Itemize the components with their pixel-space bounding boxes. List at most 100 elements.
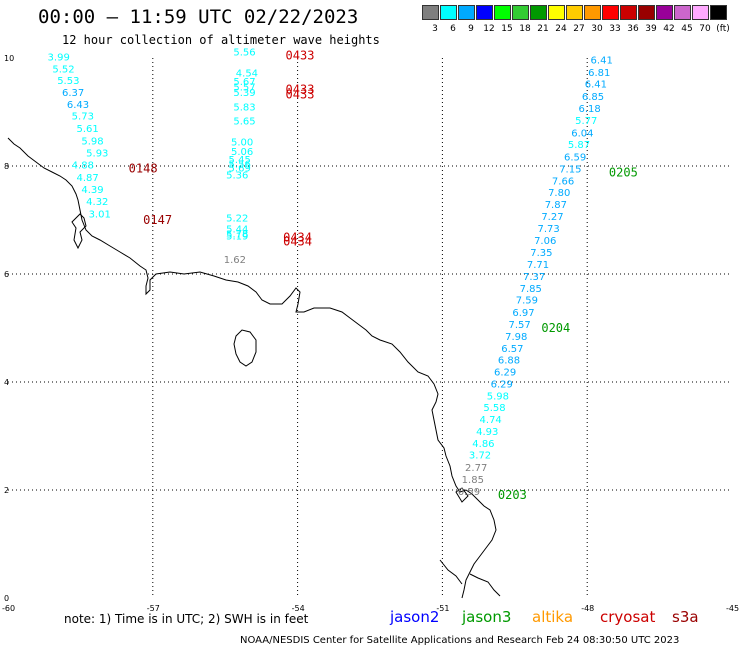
wave-height-label: 4.32 — [86, 197, 108, 208]
y-tick-label: 6 — [4, 270, 9, 279]
wave-height-label: 7.27 — [541, 212, 563, 223]
wave-height-label: 7.57 — [508, 320, 530, 331]
wave-height-label: 7.80 — [548, 188, 570, 199]
wave-height-values: 3.995.525.536.376.435.735.615.985.934.88… — [48, 47, 613, 498]
wave-height-label: 6.59 — [564, 153, 586, 164]
coastline — [7, 137, 501, 599]
wave-height-label: 5.73 — [72, 112, 94, 123]
scale-swatch — [692, 5, 709, 20]
wave-height-label: 5.06 — [231, 147, 253, 158]
wave-height-label: 6.57 — [501, 344, 523, 355]
orbit-number-label: 0148 — [129, 162, 158, 176]
scale-swatch — [566, 5, 583, 20]
wave-height-label: 5.67 — [233, 77, 255, 88]
scale-label: 33 — [609, 24, 621, 34]
wave-height-label: 5.83 — [233, 102, 255, 113]
wave-height-label: 5.65 — [233, 116, 255, 127]
scale-swatch — [458, 5, 475, 20]
page-title: 00:00 – 11:59 UTC 02/22/2023 — [38, 6, 359, 28]
note-text: note: 1) Time is in UTC; 2) SWH is in fe… — [64, 612, 309, 626]
scale-swatch — [512, 5, 529, 20]
wave-height-label: 6.81 — [588, 68, 610, 79]
legend-altika: altika — [532, 608, 574, 626]
wave-height-label: 5.39 — [233, 88, 255, 99]
south-america-coastline — [7, 137, 497, 599]
x-tick-label: -54 — [292, 604, 305, 613]
wave-height-label: 5.56 — [229, 160, 251, 171]
orbit-number-label: 0433 — [286, 82, 315, 96]
wave-height-label: 5.77 — [575, 116, 597, 127]
scale-label: 45 — [681, 24, 693, 34]
wave-height-label: 5.00 — [231, 137, 253, 148]
scale-swatch — [440, 5, 457, 20]
y-tick-label: 8 — [4, 162, 9, 171]
scale-swatch — [494, 5, 511, 20]
wave-height-label: 3.99 — [48, 53, 70, 64]
legend-jason2: jason2 — [390, 608, 440, 626]
wave-height-label: 6.97 — [512, 308, 534, 319]
scale-label: (ft) — [716, 24, 730, 34]
wave-height-label: 4.74 — [480, 415, 502, 426]
legend-s3a: s3a — [672, 608, 699, 626]
wave-height-label: 5.45 — [229, 155, 251, 166]
lat-lon-grid — [8, 58, 732, 598]
wave-height-label: 4.88 — [72, 161, 94, 172]
wave-height-label: 3.72 — [469, 451, 491, 462]
y-tick-label: 0 — [4, 594, 9, 603]
wave-height-label: 6.18 — [578, 104, 600, 115]
wave-height-label: 7.59 — [516, 296, 538, 307]
wave-height-label: 7.73 — [537, 224, 559, 235]
scale-swatch — [638, 5, 655, 20]
wave-height-label: 7.35 — [530, 248, 552, 259]
wave-height-label: 7.66 — [552, 176, 574, 187]
x-tick-label: -51 — [436, 604, 449, 613]
scale-label: 12 — [483, 24, 495, 34]
scale-swatch — [530, 5, 547, 20]
wave-height-label: 4.87 — [77, 173, 99, 184]
scale-label: 3 — [432, 24, 438, 34]
scale-label: 39 — [645, 24, 657, 34]
scale-swatch — [620, 5, 637, 20]
wave-height-label: 3.01 — [89, 209, 111, 220]
wave-height-label: 5.36 — [226, 170, 248, 181]
wave-height-label: 6.85 — [582, 92, 604, 103]
wave-height-label: 5.98 — [81, 136, 103, 147]
wave-height-label: 5.87 — [568, 140, 590, 151]
wave-height-label: 7.06 — [534, 236, 556, 247]
scale-label: 9 — [468, 24, 474, 34]
wave-height-label: 7.71 — [527, 260, 549, 271]
scale-label: 6 — [450, 24, 456, 34]
wave-height-label: 5.57 — [233, 82, 255, 93]
wave-height-label: 5.78 — [226, 229, 248, 240]
island — [233, 329, 257, 367]
x-tick-label: -57 — [147, 604, 160, 613]
wave-height-label: 5.56 — [233, 47, 255, 58]
scale-swatch — [422, 5, 439, 20]
scale-label: 15 — [501, 24, 513, 34]
scale-swatch — [476, 5, 493, 20]
wave-height-label: 7.15 — [559, 164, 581, 175]
scale-label: 18 — [519, 24, 531, 34]
scale-swatch — [710, 5, 727, 20]
scale-swatch — [602, 5, 619, 20]
wave-height-label: 5.61 — [77, 124, 99, 135]
scale-swatch — [674, 5, 691, 20]
y-tick-label: 10 — [4, 54, 14, 63]
y-tick-label: 4 — [4, 378, 9, 387]
page-subtitle: 12 hour collection of altimeter wave hei… — [62, 33, 380, 47]
wave-height-label: 7.85 — [520, 284, 542, 295]
legend-jason3: jason3 — [462, 608, 512, 626]
wave-height-label: 5.53 — [57, 76, 79, 87]
scale-swatch — [584, 5, 601, 20]
orbit-number-label: 0204 — [541, 321, 570, 335]
wave-height-label: 6.43 — [67, 100, 89, 111]
wave-height-label: 6.41 — [591, 55, 613, 66]
wave-height-label: 6.04 — [571, 128, 593, 139]
scale-swatch — [656, 5, 673, 20]
scale-label: 42 — [663, 24, 675, 34]
scale-label: 21 — [537, 24, 549, 34]
wave-height-label: 5.22 — [226, 214, 248, 225]
wave-height-label: 4.39 — [81, 185, 103, 196]
scale-label: 36 — [627, 24, 639, 34]
